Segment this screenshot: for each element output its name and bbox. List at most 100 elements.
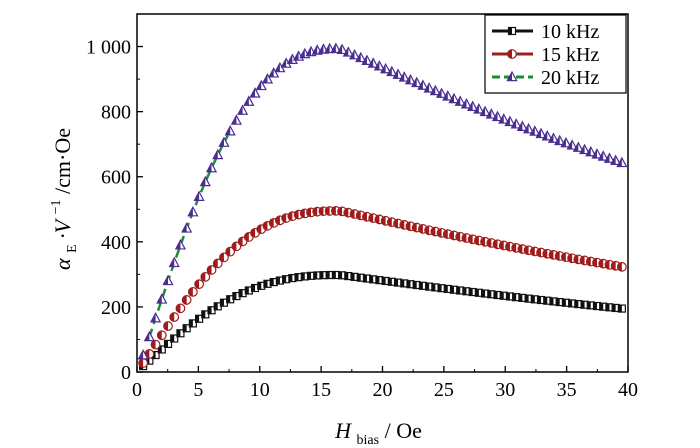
data-point — [617, 304, 626, 313]
data-point — [156, 293, 168, 304]
data-point — [529, 125, 541, 136]
data-point — [157, 345, 166, 354]
y-tick-label: 800 — [101, 102, 131, 124]
data-point — [616, 261, 627, 272]
data-point — [585, 145, 597, 157]
x-tick-label: 40 — [618, 379, 638, 401]
data-point — [149, 311, 162, 323]
y-tick-label: 400 — [101, 232, 131, 254]
data-point — [361, 54, 373, 65]
data-point — [404, 73, 417, 85]
data-point — [212, 258, 223, 269]
data-point — [380, 62, 392, 74]
data-point — [417, 79, 429, 90]
data-point — [485, 108, 497, 119]
y-tick-label: 600 — [101, 167, 131, 189]
data-point — [355, 51, 367, 63]
data-point — [268, 67, 280, 78]
data-point — [281, 213, 292, 223]
y-tick-label: 1 000 — [86, 37, 131, 59]
legend-label: 20 kHz — [541, 67, 599, 89]
data-point — [206, 265, 217, 275]
data-point — [423, 82, 435, 93]
data-point — [448, 92, 460, 104]
series-20-khz — [137, 42, 628, 360]
data-point — [603, 152, 616, 163]
data-point — [199, 175, 211, 187]
data-point — [504, 115, 516, 127]
x-tick-label: 35 — [557, 379, 577, 401]
data-point — [411, 76, 423, 88]
data-point — [380, 215, 391, 226]
data-point — [454, 95, 466, 106]
data-point — [194, 279, 204, 290]
data-point — [523, 122, 535, 134]
y-axis-title-unit: ·V — [50, 217, 75, 239]
data-point — [212, 148, 224, 160]
data-point — [194, 314, 204, 323]
x-tick-label: 20 — [373, 379, 393, 401]
data-point — [429, 84, 441, 96]
data-point — [479, 105, 491, 117]
data-point — [460, 97, 473, 109]
data-point — [170, 334, 179, 343]
data-point — [156, 330, 167, 341]
data-point — [597, 150, 609, 161]
data-point — [541, 130, 553, 141]
data-point — [218, 136, 230, 147]
data-point — [542, 248, 553, 259]
x-axis-title-main: H — [334, 418, 352, 443]
legend-item: 10 kHz — [492, 21, 599, 43]
data-point — [163, 339, 173, 349]
data-point — [182, 324, 191, 333]
data-point — [255, 79, 267, 91]
data-point — [187, 286, 198, 297]
data-point — [572, 141, 584, 152]
x-axis-title-sub: bias — [357, 433, 380, 448]
data-point — [137, 348, 149, 360]
data-point — [510, 118, 522, 129]
data-point — [535, 127, 547, 139]
data-point — [547, 132, 560, 143]
data-point — [336, 43, 348, 55]
data-point — [330, 42, 342, 54]
data-point — [175, 303, 186, 314]
data-point — [554, 134, 566, 146]
data-point — [163, 321, 173, 331]
legend-label: 10 kHz — [541, 21, 599, 43]
data-point — [205, 161, 218, 173]
data-point — [393, 218, 403, 229]
data-point — [176, 329, 185, 338]
data-point — [243, 95, 255, 106]
data-point — [398, 71, 410, 82]
data-point — [342, 46, 354, 57]
data-point — [231, 241, 242, 252]
data-point — [516, 120, 528, 131]
fit-line — [148, 134, 229, 338]
x-tick-label: 25 — [434, 379, 454, 401]
data-point — [225, 246, 236, 257]
x-tick-label: 0 — [132, 379, 142, 401]
y-tick-label: 200 — [101, 297, 131, 319]
legend-item: 20 kHz — [492, 67, 599, 89]
x-axis-title: H bias / Oe — [334, 418, 422, 448]
x-axis-title-unit: / Oe — [385, 418, 422, 443]
data-point — [143, 330, 155, 342]
x-tick-label: 15 — [311, 379, 331, 401]
data-point — [498, 113, 510, 124]
y-axis-title-main: α — [50, 258, 75, 270]
data-point — [181, 295, 192, 305]
data-point — [193, 190, 205, 201]
data-point — [249, 87, 261, 98]
x-tick-label: 10 — [250, 379, 270, 401]
x-tick-label: 5 — [193, 379, 203, 401]
data-point — [261, 73, 274, 84]
y-axis-title: α E ·V −1 /cm·Oe — [40, 128, 81, 270]
data-point — [174, 239, 187, 250]
y-axis-title-rest: /cm·Oe — [50, 128, 75, 194]
legend-item: 15 kHz — [492, 44, 599, 66]
data-point — [219, 252, 229, 263]
